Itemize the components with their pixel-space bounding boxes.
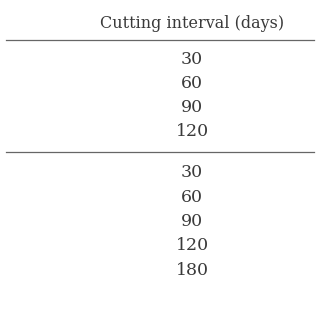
Text: 90: 90 [181,99,203,116]
Text: 180: 180 [175,261,209,279]
Text: Cutting interval (days): Cutting interval (days) [100,15,284,33]
Text: 60: 60 [181,188,203,206]
Text: 60: 60 [181,75,203,92]
Text: 30: 30 [181,51,203,68]
Text: 120: 120 [175,123,209,140]
Text: 30: 30 [181,164,203,181]
Text: 90: 90 [181,213,203,230]
Text: 120: 120 [175,237,209,254]
